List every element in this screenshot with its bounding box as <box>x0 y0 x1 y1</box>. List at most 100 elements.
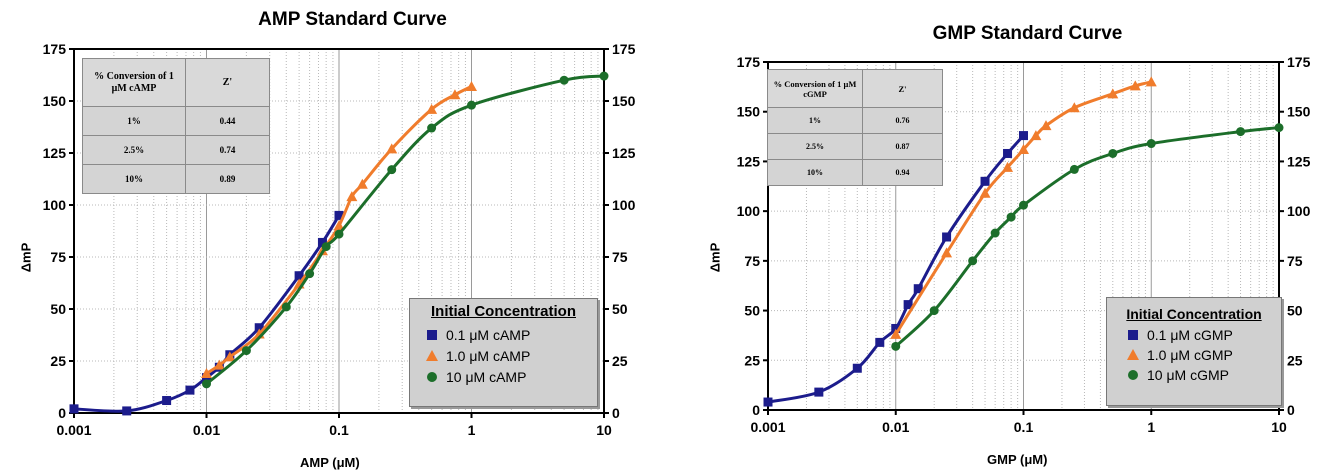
legend: Initial Concentration 0.1 μM cGMP 1.0 μM… <box>1106 297 1282 406</box>
y-tick-label: 75 <box>744 253 760 269</box>
y-tick-label: 125 <box>737 153 761 169</box>
data-point-circle <box>599 71 609 81</box>
table-cell: 10% <box>82 164 186 194</box>
y-tick-label: 150 <box>737 104 761 120</box>
y-tick-label-right: 175 <box>1287 54 1311 70</box>
data-point-circle <box>1236 127 1246 137</box>
circle-marker-icon <box>427 371 437 382</box>
data-point-square <box>162 396 172 406</box>
data-point-circle <box>1069 164 1079 174</box>
y-tick-label: 25 <box>50 353 66 369</box>
x-axis-label: GMP (μM) <box>987 452 1048 467</box>
grid-lines <box>767 61 1279 411</box>
data-point-triangle <box>890 328 902 339</box>
x-tick-label: 1 <box>1147 419 1155 435</box>
data-point-circle <box>1108 148 1118 158</box>
legend-label: 1.0 μM cGMP <box>1147 347 1233 363</box>
y-tick-label-right: 75 <box>1287 253 1303 269</box>
data-point-triangle <box>356 178 368 189</box>
x-tick-label: 0.1 <box>329 422 349 438</box>
square-marker-icon <box>427 329 437 340</box>
legend-item: 0.1 μM cAMP <box>418 324 589 345</box>
data-point-triangle <box>1068 102 1080 113</box>
legend-item: 1.0 μM cGMP <box>1113 345 1275 365</box>
table-cell: 0.89 <box>185 164 270 194</box>
table-header-zprime: Z' <box>185 58 270 107</box>
data-point-triangle <box>1129 80 1141 91</box>
table-cell: 0.74 <box>185 135 270 165</box>
data-point-triangle <box>979 187 991 198</box>
data-point-square <box>980 176 990 186</box>
legend-item: 10 μM cAMP <box>418 366 589 387</box>
table-cell: 1% <box>82 106 186 136</box>
x-tick-label: 0.001 <box>56 422 91 438</box>
data-point-triangle <box>1018 143 1029 154</box>
data-point-square <box>185 385 195 395</box>
table-header-zprime: Z' <box>862 69 943 108</box>
y-tick-label: 50 <box>744 303 760 319</box>
y-tick-label-right: 125 <box>612 145 636 161</box>
legend-title: Initial Concentration <box>1126 306 1262 322</box>
data-point-triangle <box>213 359 225 370</box>
data-point-square <box>254 323 264 333</box>
legend-label: 0.1 μM cGMP <box>1147 327 1233 343</box>
x-tick-label: 0.01 <box>193 422 220 438</box>
data-point-circle <box>990 228 1000 238</box>
y-tick-label-right: 100 <box>1287 203 1311 219</box>
data-point-square <box>69 404 79 414</box>
triangle-marker-icon <box>426 349 438 361</box>
y-tick-label-right: 125 <box>1287 153 1311 169</box>
y-tick-label-right: 25 <box>612 353 628 369</box>
x-tick-label: 1 <box>468 422 476 438</box>
data-point-square <box>891 323 901 333</box>
data-point-circle <box>559 75 569 85</box>
table-header-conversion: % Conversion of 1 μM cAMP <box>82 58 186 107</box>
data-point-circle <box>467 100 476 110</box>
table-cell: 0.94 <box>862 159 943 186</box>
data-point-square <box>875 337 885 347</box>
data-point-triangle <box>201 367 212 378</box>
gmp-plot-area: 0 0 25 25 50 50 75 75 100 100 125 125 150 150 175 175 0.… <box>737 54 1311 435</box>
data-point-triangle <box>426 103 438 114</box>
data-point-square <box>814 387 824 397</box>
y-tick-label: 25 <box>744 352 760 368</box>
data-point-triangle <box>1107 88 1119 99</box>
table-cell: 10% <box>767 159 863 186</box>
data-point-square <box>1019 131 1028 141</box>
data-point-triangle <box>1002 161 1014 172</box>
table-cell: 2.5% <box>767 133 863 160</box>
data-point-square <box>294 271 304 281</box>
y-tick-label: 175 <box>737 54 761 70</box>
data-point-circle <box>891 341 901 351</box>
data-point-triangle <box>1030 130 1042 141</box>
z-prime-table: % Conversion of 1 μM cAMP Z' 1% 0.44 2.5… <box>82 58 270 194</box>
data-point-square <box>763 397 773 407</box>
data-point-triangle <box>449 89 461 100</box>
legend-item: 0.1 μM cGMP <box>1113 325 1275 345</box>
chart-title: AMP Standard Curve <box>258 9 447 30</box>
data-point-triangle <box>1145 76 1157 87</box>
data-point-square <box>852 363 862 373</box>
x-tick-label: 10 <box>1271 419 1287 435</box>
y-tick-label-right: 50 <box>612 301 628 317</box>
data-point-triangle <box>386 143 398 154</box>
table-cell: 1% <box>767 107 863 134</box>
y-tick-label-right: 50 <box>1287 303 1303 319</box>
data-point-circle <box>387 165 397 175</box>
gmp-chart-panel: GMP Standard Curve 0 0 25 25 50 50 75 75 100 100 1… <box>665 0 1330 474</box>
y-axis-label: ΔmP <box>18 242 34 273</box>
y-tick-label: 175 <box>43 41 67 57</box>
legend-label: 0.1 μM cAMP <box>446 326 531 343</box>
x-tick-label: 10 <box>596 422 612 438</box>
x-tick-label: 0.01 <box>882 419 909 435</box>
data-point-square <box>913 284 923 294</box>
data-point-square <box>122 406 132 416</box>
y-tick-label: 125 <box>43 145 67 161</box>
y-axis-label: ΔmP <box>707 242 723 273</box>
legend: Initial Concentration 0.1 μM cAMP 1.0 μM… <box>409 298 598 407</box>
data-point-square <box>317 237 327 247</box>
y-tick-label: 150 <box>43 93 67 109</box>
data-point-triangle <box>1040 120 1052 131</box>
series-line-2 <box>205 74 605 386</box>
legend-title: Initial Concentration <box>430 303 576 320</box>
